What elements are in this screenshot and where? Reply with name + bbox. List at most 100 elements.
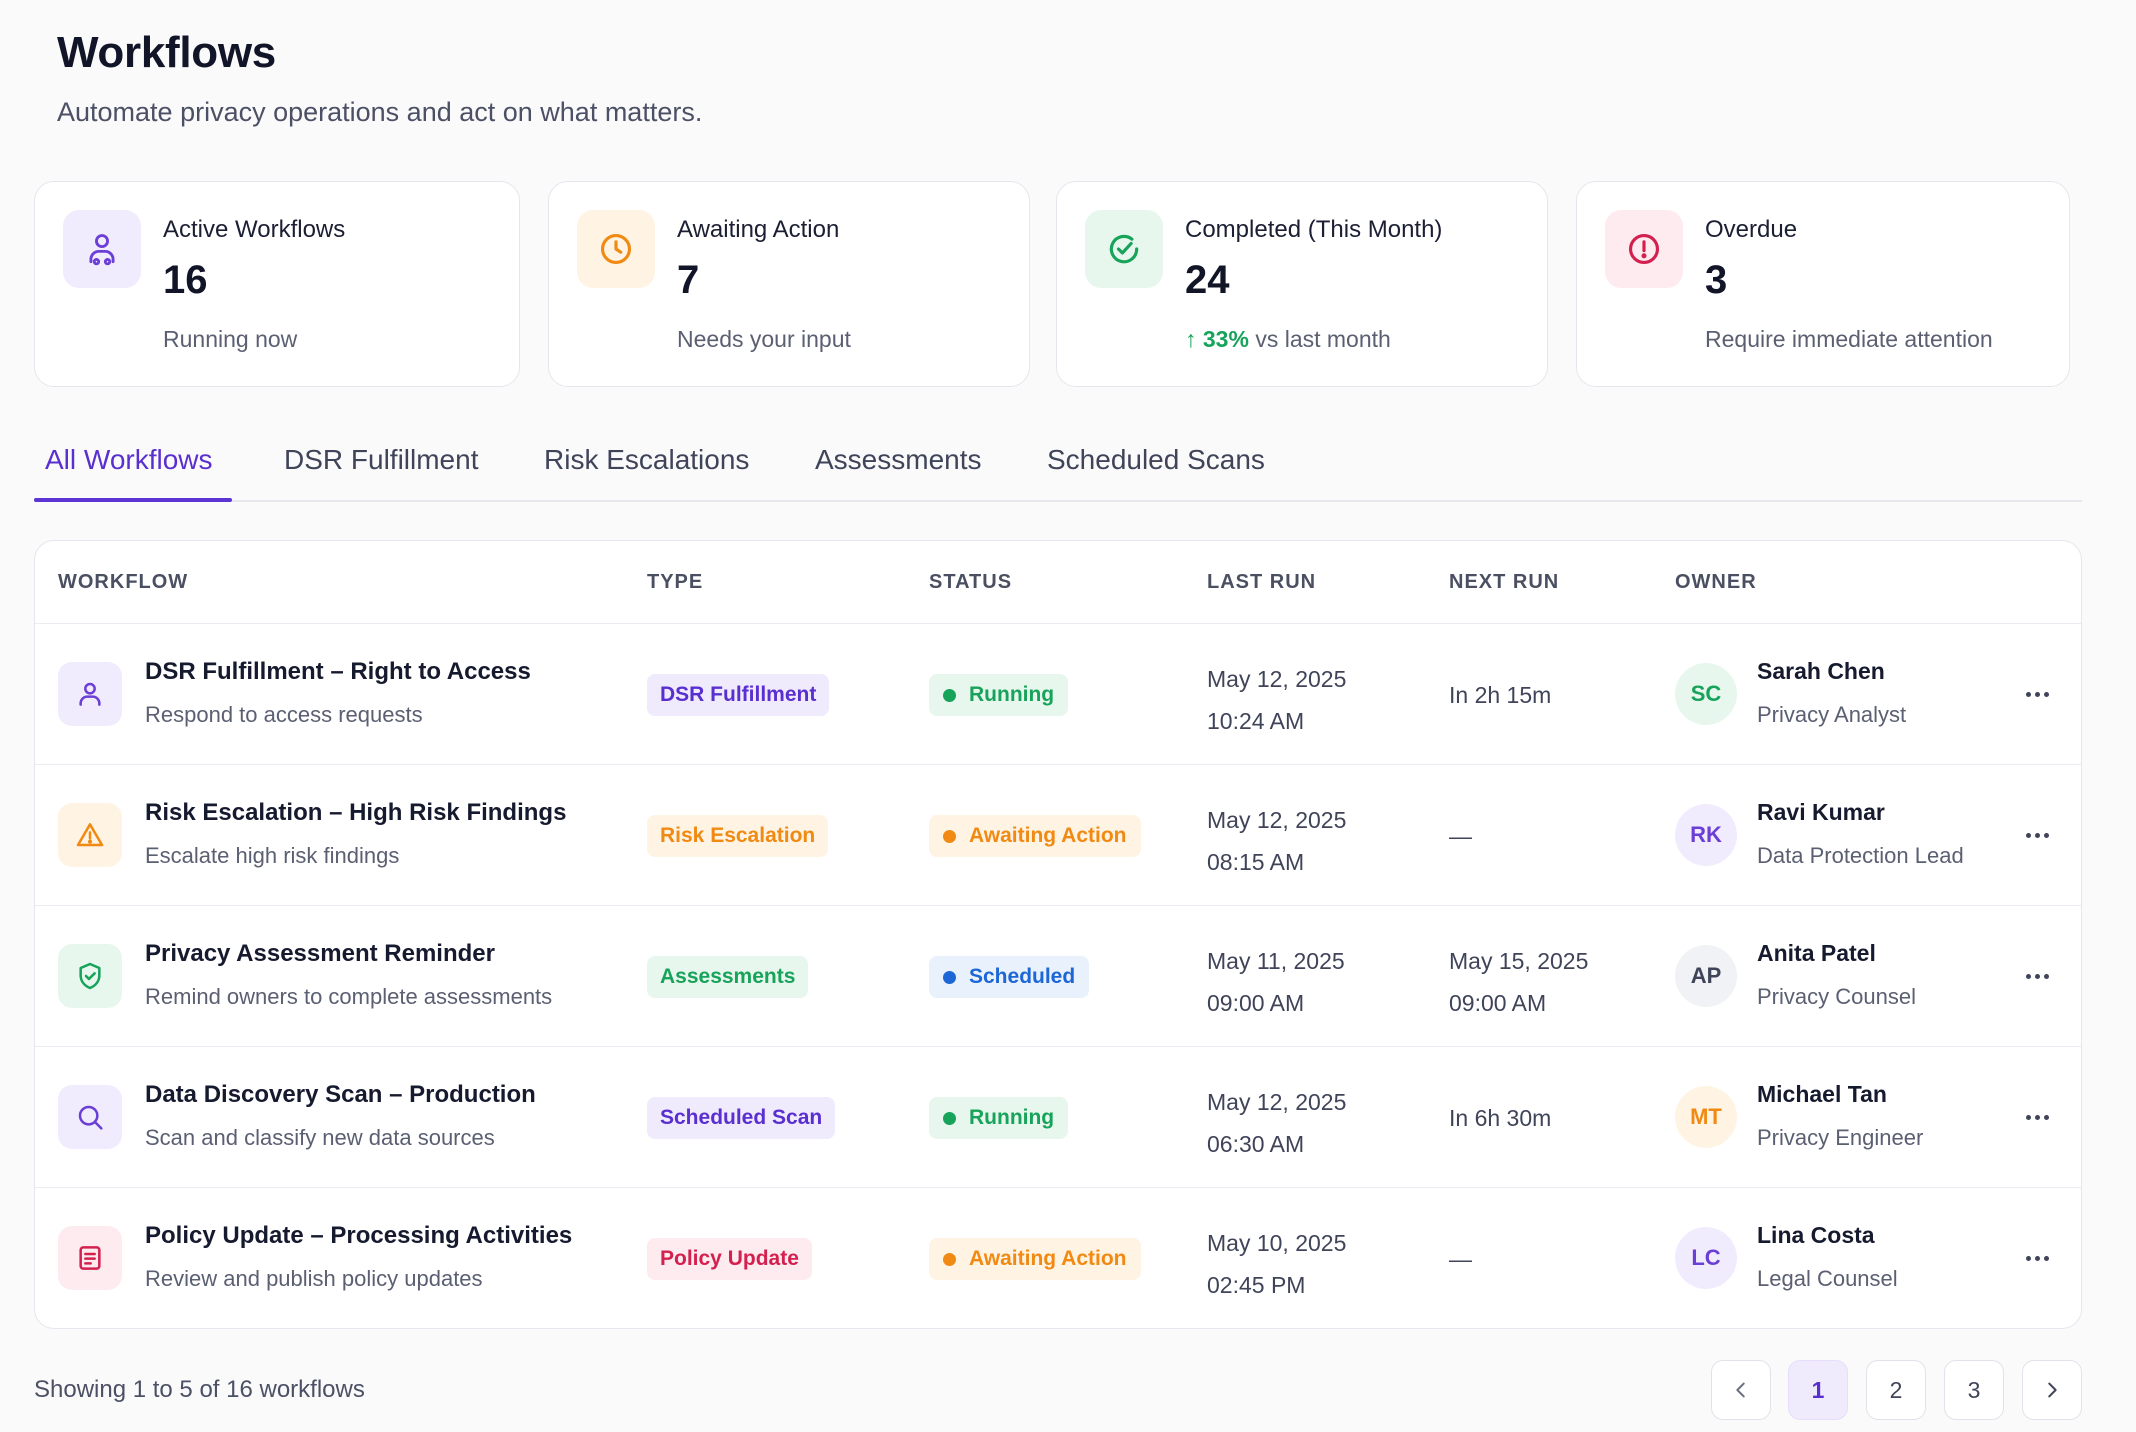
owner-name: Michael Tan xyxy=(1757,1081,1887,1107)
table-row[interactable]: Policy Update – Processing Activities Re… xyxy=(35,1188,2081,1328)
stat-label: Awaiting Action xyxy=(677,216,840,243)
page-button-3[interactable]: 3 xyxy=(1944,1360,2004,1420)
status-badge: Awaiting Action xyxy=(929,815,1141,857)
more-actions-icon[interactable] xyxy=(2017,958,2057,994)
table-row[interactable]: Data Discovery Scan – Production Scan an… xyxy=(35,1047,2081,1188)
stat-value: 7 xyxy=(677,258,700,302)
status-dot xyxy=(943,830,956,843)
more-actions-icon[interactable] xyxy=(2017,817,2057,853)
stat-label: Completed (This Month) xyxy=(1185,216,1443,243)
owner-role: Privacy Analyst xyxy=(1757,702,1907,727)
tab-scheduled-scans[interactable]: Scheduled Scans xyxy=(1047,444,1265,475)
type-badge: Assessments xyxy=(647,956,809,998)
type-badge: Policy Update xyxy=(647,1238,812,1280)
more-actions-icon[interactable] xyxy=(2017,676,2057,712)
status-label: Awaiting Action xyxy=(969,824,1127,847)
status-badge: Running xyxy=(929,1097,1069,1139)
stat-note: Needs your input xyxy=(677,326,851,352)
next-run: In 2h 15m xyxy=(1449,682,1552,708)
column-header-next-run[interactable]: NEXT RUN xyxy=(1449,571,1560,593)
type-badge: DSR Fulfillment xyxy=(647,674,830,716)
status-label: Awaiting Action xyxy=(969,1247,1127,1270)
column-header-owner[interactable]: OWNER xyxy=(1675,571,1757,593)
table-row[interactable]: Privacy Assessment Reminder Remind owner… xyxy=(35,906,2081,1047)
status-badge: Scheduled xyxy=(929,956,1090,998)
column-header-status[interactable]: STATUS xyxy=(929,571,1013,593)
status-badge: Running xyxy=(929,674,1069,716)
status-dot xyxy=(943,1112,956,1125)
tab-dsr-fulfillment[interactable]: DSR Fulfillment xyxy=(284,444,479,475)
type-badge: Scheduled Scan xyxy=(647,1097,836,1139)
page-button-1[interactable]: 1 xyxy=(1788,1360,1848,1420)
previous-page-button[interactable] xyxy=(1711,1360,1771,1420)
user-flow-icon xyxy=(63,210,141,288)
table-row[interactable]: DSR Fulfillment – Right to Access Respon… xyxy=(35,624,2081,765)
last-run-time: 02:45 PM xyxy=(1207,1272,1306,1298)
last-run-time: 06:30 AM xyxy=(1207,1131,1305,1157)
last-run-time: 09:00 AM xyxy=(1207,990,1305,1016)
status-dot xyxy=(943,971,956,984)
last-run-date: May 12, 2025 xyxy=(1207,807,1347,833)
workflow-name[interactable]: DSR Fulfillment – Right to Access xyxy=(145,658,531,685)
avatar: AP xyxy=(1675,945,1737,1007)
owner-name: Anita Patel xyxy=(1757,940,1876,966)
status-label: Running xyxy=(969,1106,1055,1129)
more-actions-icon[interactable] xyxy=(2017,1240,2057,1276)
workflow-description: Scan and classify new data sources xyxy=(145,1125,495,1150)
column-header-workflow[interactable]: WORKFLOW xyxy=(58,571,189,593)
avatar: SC xyxy=(1675,663,1737,725)
avatar: RK xyxy=(1675,804,1737,866)
workflow-name[interactable]: Privacy Assessment Reminder xyxy=(145,940,495,967)
workflow-description: Remind owners to complete assessments xyxy=(145,984,553,1009)
last-run-time: 08:15 AM xyxy=(1207,849,1305,875)
shield-check-icon xyxy=(58,944,122,1008)
stat-change: 33% xyxy=(1202,326,1249,352)
next-run: — xyxy=(1449,1246,1472,1272)
next-run: In 6h 30m xyxy=(1449,1105,1552,1131)
status-label: Scheduled xyxy=(969,965,1076,988)
column-header-type[interactable]: TYPE xyxy=(647,571,704,593)
avatar: MT xyxy=(1675,1086,1737,1148)
workflow-name[interactable]: Policy Update – Processing Activities xyxy=(145,1222,573,1249)
tab-risk-escalations[interactable]: Risk Escalations xyxy=(544,444,750,475)
next-run-time: 09:00 AM xyxy=(1449,990,1547,1016)
pagination-summary: Showing 1 to 5 of 16 workflows xyxy=(34,1376,365,1403)
workflow-name[interactable]: Data Discovery Scan – Production xyxy=(145,1081,536,1108)
last-run: May 10, 2025 02:45 PM xyxy=(1207,1222,1346,1306)
stat-note: ↑ 33% vs last month xyxy=(1185,326,1391,353)
tab-assessments[interactable]: Assessments xyxy=(815,444,982,475)
document-icon xyxy=(58,1226,122,1290)
stat-value: 16 xyxy=(163,258,208,302)
clock-icon xyxy=(577,210,655,288)
owner-name: Lina Costa xyxy=(1757,1222,1875,1248)
avatar: LC xyxy=(1675,1227,1737,1289)
stat-card-completed: Completed (This Month) 24 ↑ 33% vs last … xyxy=(1056,181,1548,387)
chevron-right-icon xyxy=(2048,1382,2057,1398)
workflows-table: WORKFLOW TYPE STATUS LAST RUN NEXT RUN O… xyxy=(34,540,2082,1329)
user-icon xyxy=(58,662,122,726)
table-header: WORKFLOW TYPE STATUS LAST RUN NEXT RUN O… xyxy=(35,541,2081,624)
owner-name: Ravi Kumar xyxy=(1757,799,1885,825)
owner-name: Sarah Chen xyxy=(1757,658,1885,684)
table-row[interactable]: Risk Escalation – High Risk Findings Esc… xyxy=(35,765,2081,906)
next-run-date: May 15, 2025 xyxy=(1449,948,1589,974)
owner-role: Legal Counsel xyxy=(1757,1266,1898,1291)
more-actions-icon[interactable] xyxy=(2017,1099,2057,1135)
next-page-button[interactable] xyxy=(2022,1360,2082,1420)
last-run: May 12, 2025 08:15 AM xyxy=(1207,799,1346,883)
tab-all-workflows[interactable]: All Workflows xyxy=(45,444,213,475)
stat-note: Running now xyxy=(163,326,298,352)
last-run-date: May 12, 2025 xyxy=(1207,1089,1347,1115)
chevron-left-icon xyxy=(1736,1382,1745,1398)
owner-role: Data Protection Lead xyxy=(1757,843,1964,868)
last-run: May 11, 2025 09:00 AM xyxy=(1207,940,1345,1024)
stat-card-awaiting: Awaiting Action 7 Needs your input xyxy=(548,181,1030,387)
next-run: May 15, 2025 09:00 AM xyxy=(1449,940,1588,1024)
page-button-2[interactable]: 2 xyxy=(1866,1360,1926,1420)
stat-card-active: Active Workflows 16 Running now xyxy=(34,181,520,387)
warning-triangle-icon xyxy=(58,803,122,867)
column-header-last-run[interactable]: LAST RUN xyxy=(1207,571,1317,593)
workflow-name[interactable]: Risk Escalation – High Risk Findings xyxy=(145,799,567,826)
page-title: Workflows xyxy=(57,28,276,77)
